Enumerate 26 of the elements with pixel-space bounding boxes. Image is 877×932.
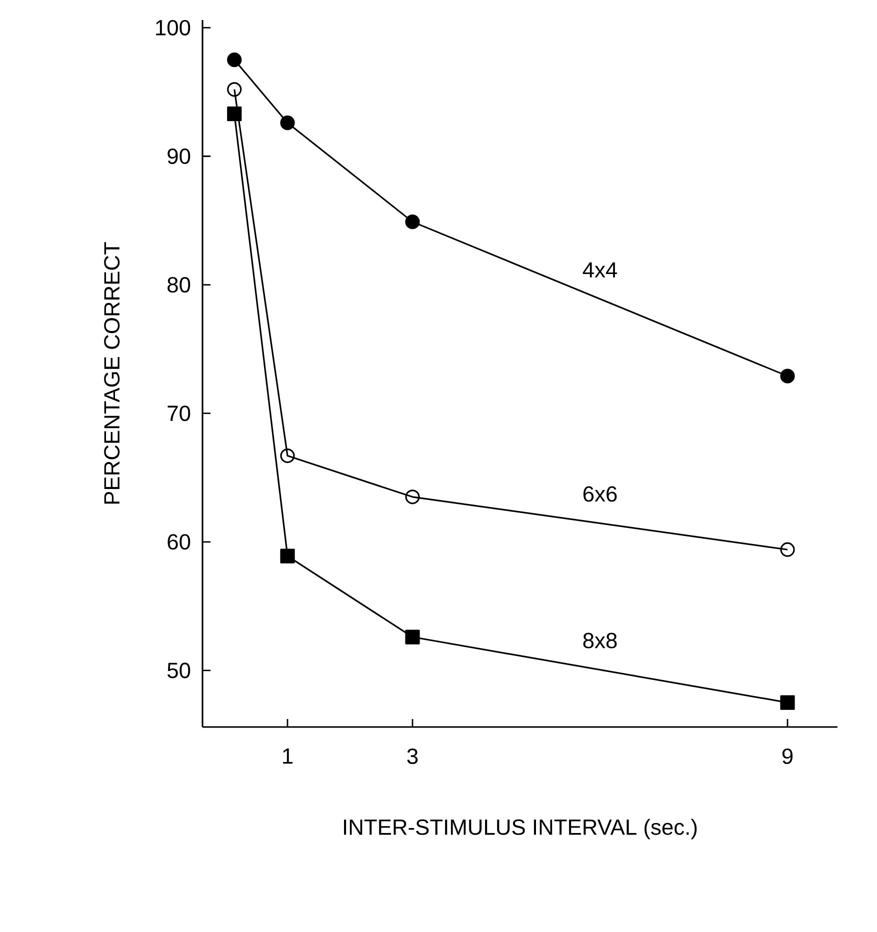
point — [280, 448, 295, 464]
point — [227, 52, 242, 68]
point — [227, 106, 242, 122]
point — [405, 630, 420, 644]
point — [227, 82, 242, 97]
y-tick-label: 100 — [156, 20, 190, 36]
x-axis-title: INTER-STIMULUS INTERVAL (sec.) — [344, 818, 697, 840]
x-tick-label: 1 — [283, 748, 293, 764]
point — [780, 542, 795, 557]
y-tick-label: 80 — [168, 277, 190, 293]
point — [405, 214, 420, 230]
y-axis-title: PERCENTAGE CORRECT — [104, 242, 120, 504]
y-tick-label: 90 — [168, 148, 190, 164]
series-label: 4x4 — [582, 262, 618, 278]
point — [780, 695, 795, 710]
x-tick-label: 3 — [407, 748, 418, 764]
y-tick-label: 70 — [168, 406, 190, 422]
y-tick-label: 60 — [168, 534, 190, 550]
y-tick-label: 50 — [167, 662, 190, 678]
point — [780, 368, 795, 384]
point — [280, 548, 295, 564]
point — [405, 490, 420, 504]
series-label: 6x6 — [583, 486, 617, 502]
point — [280, 116, 295, 130]
series-label: 8x8 — [583, 632, 617, 648]
x-tick-label: 9 — [782, 748, 793, 764]
